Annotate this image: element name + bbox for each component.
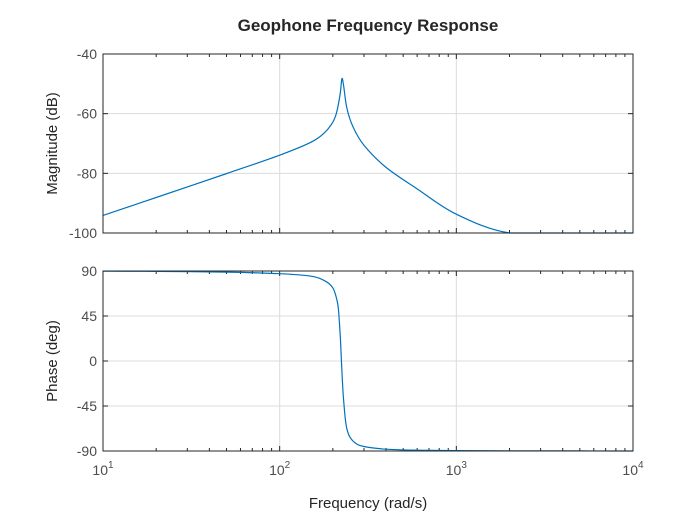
y-tick-label: 90 [81, 263, 97, 279]
y-tick-label: 0 [89, 353, 97, 369]
phase-y-tick-labels: 90 45 0 -45 -90 [77, 263, 97, 459]
y-tick-label: -80 [77, 165, 97, 181]
x-tick-label: 102 [269, 460, 291, 478]
phase-grid [103, 271, 633, 451]
phase-y-axis-label: Phase (deg) [44, 320, 61, 402]
y-tick-label: -100 [69, 225, 97, 241]
x-tick-label-exponent: 3 [461, 460, 467, 471]
x-tick-label: 103 [446, 460, 468, 478]
magnitude-y-tick-labels: -40 -60 -80 -100 [69, 46, 97, 241]
x-tick-label-exponent: 4 [638, 460, 644, 471]
y-tick-label: -60 [77, 106, 97, 122]
chart-title: Geophone Frequency Response [238, 16, 499, 35]
x-tick-label-base: 10 [622, 462, 638, 478]
magnitude-ticks [102, 53, 634, 234]
x-tick-label-base: 10 [269, 462, 285, 478]
frequency-x-axis-label: Frequency (rad/s) [309, 495, 427, 512]
x-tick-label-exponent: 2 [285, 460, 291, 471]
x-tick-label-base: 10 [92, 462, 108, 478]
phase-x-tick-labels: 101 102 103 104 [92, 460, 644, 478]
magnitude-y-axis-label: Magnitude (dB) [44, 92, 61, 195]
magnitude-grid [103, 54, 633, 233]
x-tick-label: 104 [622, 460, 644, 478]
magnitude-axes-box [102, 53, 634, 234]
y-tick-label: -40 [77, 46, 97, 62]
y-tick-label: 45 [81, 308, 97, 324]
phase-axes-box [102, 270, 634, 452]
magnitude-plot: -40 -60 -80 -100 Magnitude (dB) [44, 46, 634, 241]
x-tick-label-exponent: 1 [108, 460, 114, 471]
y-tick-label: -45 [77, 398, 97, 414]
magnitude-curve [102, 77, 633, 234]
x-tick-label-base: 10 [446, 462, 462, 478]
x-tick-label: 101 [92, 460, 114, 478]
phase-curve [102, 270, 634, 452]
y-tick-label: -90 [77, 443, 97, 459]
